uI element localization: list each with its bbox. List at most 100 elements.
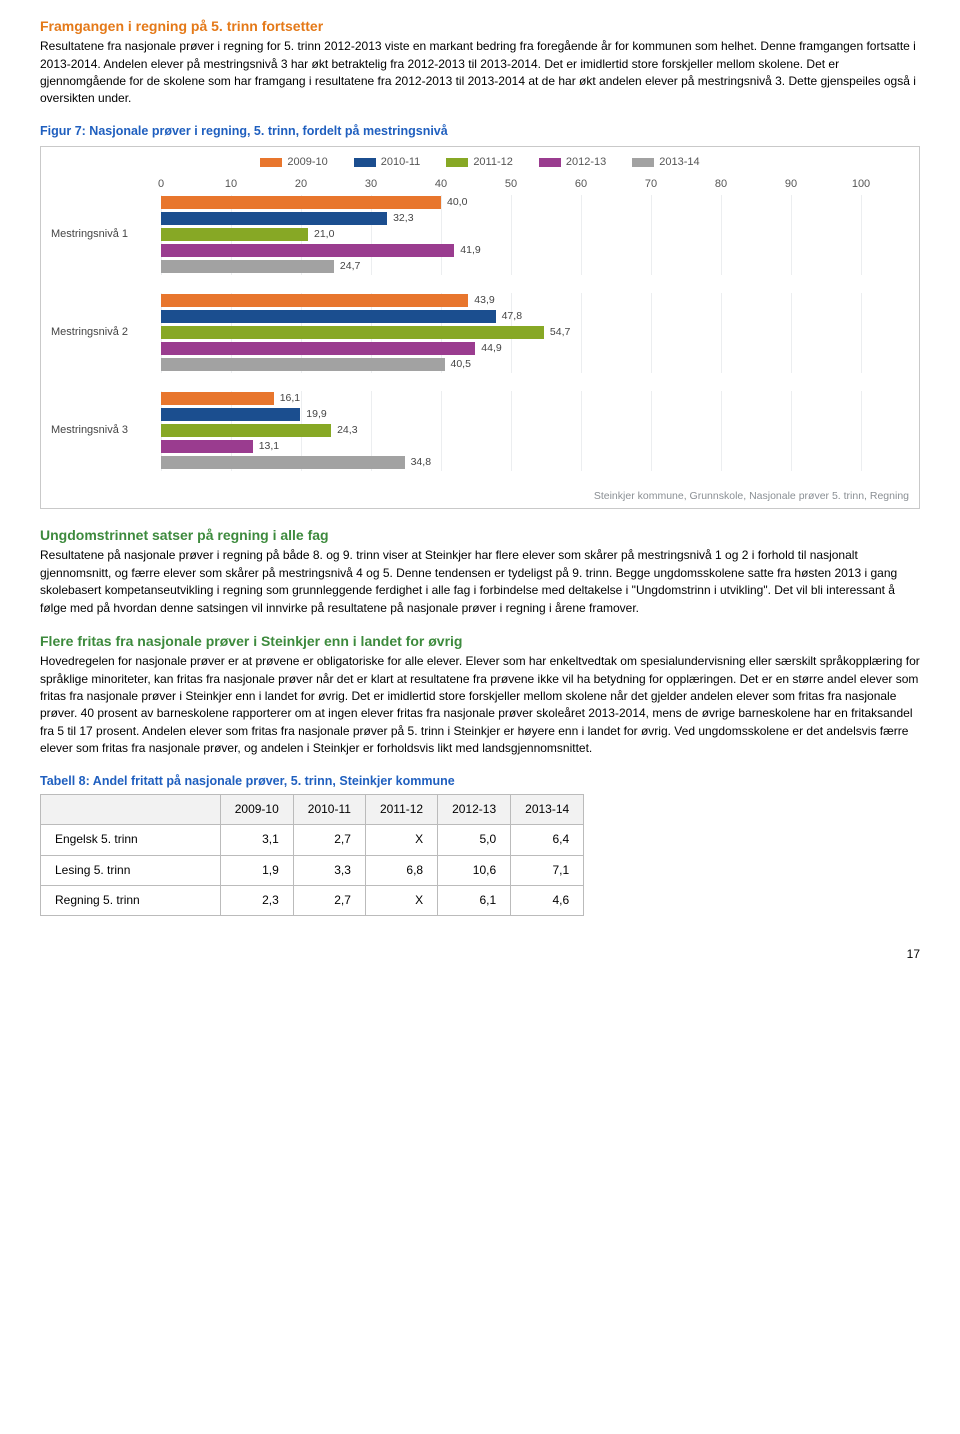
bar xyxy=(161,392,274,405)
table-cell: X xyxy=(365,825,437,855)
bar-row: 32,3 xyxy=(161,211,909,226)
table-cell: 2,7 xyxy=(293,885,365,915)
section1-body: Resultatene fra nasjonale prøver i regni… xyxy=(40,38,920,108)
bar-value: 43,9 xyxy=(474,293,494,308)
page-number: 17 xyxy=(40,946,920,963)
bar xyxy=(161,456,405,469)
bar-value: 13,1 xyxy=(259,439,279,454)
table-header: 2011-12 xyxy=(365,794,437,824)
bar-value: 44,9 xyxy=(481,341,501,356)
chart-group: Mestringsnivå 316,119,924,313,134,8 xyxy=(51,391,909,471)
bar xyxy=(161,358,445,371)
gridline xyxy=(441,391,442,471)
group-label: Mestringsnivå 2 xyxy=(51,293,161,373)
bar xyxy=(161,440,253,453)
legend-item: 2010-11 xyxy=(354,155,421,171)
group-label: Mestringsnivå 3 xyxy=(51,391,161,471)
legend-swatch xyxy=(632,158,654,167)
gridline xyxy=(791,391,792,471)
bar-row: 43,9 xyxy=(161,293,909,308)
table-header: 2013-14 xyxy=(511,794,584,824)
chart-groups: Mestringsnivå 1 40,0 32,321,041,924,7 Mestr… xyxy=(51,195,909,471)
bar-row: 24,7 xyxy=(161,259,909,274)
x-tick: 50 xyxy=(505,177,517,193)
section2-body: Resultatene på nasjonale prøver i regnin… xyxy=(40,547,920,617)
bar-value: 24,3 xyxy=(337,423,357,438)
table-cell: 7,1 xyxy=(511,855,584,885)
gridline xyxy=(861,195,862,275)
gridline xyxy=(581,195,582,275)
section3-title: Flere fritas fra nasjonale prøver i Stei… xyxy=(40,631,920,651)
x-tick: 100 xyxy=(852,177,870,193)
group-label: Mestringsnivå 1 xyxy=(51,195,161,275)
bar-row: 54,7 xyxy=(161,325,909,340)
x-tick: 60 xyxy=(575,177,587,193)
bar xyxy=(161,244,454,257)
gridline xyxy=(581,391,582,471)
legend-item: 2009-10 xyxy=(260,155,327,171)
table-cell: X xyxy=(365,885,437,915)
gridline xyxy=(721,195,722,275)
gridline xyxy=(861,391,862,471)
x-tick: 80 xyxy=(715,177,727,193)
bar-row: 40,0 xyxy=(161,195,909,210)
x-tick: 0 xyxy=(158,177,164,193)
bar-value: 54,7 xyxy=(550,325,570,340)
table-row-label: Engelsk 5. trinn xyxy=(41,825,221,855)
table-cell: 2,3 xyxy=(220,885,293,915)
table-8: 2009-102010-112011-122012-132013-14Engel… xyxy=(40,794,584,917)
x-tick: 40 xyxy=(435,177,447,193)
table-header: 2012-13 xyxy=(438,794,511,824)
gridline xyxy=(651,195,652,275)
gridline xyxy=(791,293,792,373)
bar xyxy=(161,196,441,209)
bar-row: 40,5 xyxy=(161,357,909,372)
table-cell: 1,9 xyxy=(220,855,293,885)
bar-row: 21,0 xyxy=(161,227,909,242)
table-cell: 5,0 xyxy=(438,825,511,855)
gridline xyxy=(581,293,582,373)
bar xyxy=(161,310,496,323)
bar-row: 47,8 xyxy=(161,309,909,324)
gridline xyxy=(721,391,722,471)
bar-value: 19,9 xyxy=(306,407,326,422)
bar xyxy=(161,408,300,421)
table-header-blank xyxy=(41,794,221,824)
gridline xyxy=(651,293,652,373)
legend-label: 2011-12 xyxy=(473,155,513,171)
bar xyxy=(161,228,308,241)
bar-value: 40,0 xyxy=(447,195,467,210)
x-tick: 90 xyxy=(785,177,797,193)
legend-label: 2013-14 xyxy=(659,155,699,171)
bar xyxy=(161,342,475,355)
bar-value: 41,9 xyxy=(460,243,480,258)
table-cell: 6,8 xyxy=(365,855,437,885)
table-cell: 6,1 xyxy=(438,885,511,915)
bar-row: 41,9 xyxy=(161,243,909,258)
table-cell: 3,1 xyxy=(220,825,293,855)
table-row: Regning 5. trinn2,32,7X6,14,6 xyxy=(41,885,584,915)
section1-title: Framgangen i regning på 5. trinn fortset… xyxy=(40,16,920,36)
gridline xyxy=(441,195,442,275)
legend-swatch xyxy=(354,158,376,167)
bar-row: 13,1 xyxy=(161,439,909,454)
bar-value: 32,3 xyxy=(393,211,413,226)
bar xyxy=(161,326,544,339)
chart-area: 0102030405060708090100 Mestringsnivå 140… xyxy=(51,177,909,471)
legend-swatch xyxy=(260,158,282,167)
bar-value: 47,8 xyxy=(502,309,522,324)
section3-body: Hovedregelen for nasjonale prøver er at … xyxy=(40,653,920,757)
legend-item: 2012-13 xyxy=(539,155,606,171)
figure-7: 2009-102010-112011-122012-132013-14 0102… xyxy=(40,146,920,509)
bar xyxy=(161,260,334,273)
gridline xyxy=(511,195,512,275)
table-row-label: Lesing 5. trinn xyxy=(41,855,221,885)
table-cell: 3,3 xyxy=(293,855,365,885)
x-axis: 0102030405060708090100 xyxy=(161,177,909,195)
bar xyxy=(161,294,468,307)
table-cell: 4,6 xyxy=(511,885,584,915)
chart-group: Mestringsnivå 2 43,9 47,8 54,7 44,940,5 xyxy=(51,293,909,373)
legend-label: 2009-10 xyxy=(287,155,327,171)
figure-heading: Figur 7: Nasjonale prøver i regning, 5. … xyxy=(40,122,920,140)
table-heading: Tabell 8: Andel fritatt på nasjonale prø… xyxy=(40,772,920,790)
